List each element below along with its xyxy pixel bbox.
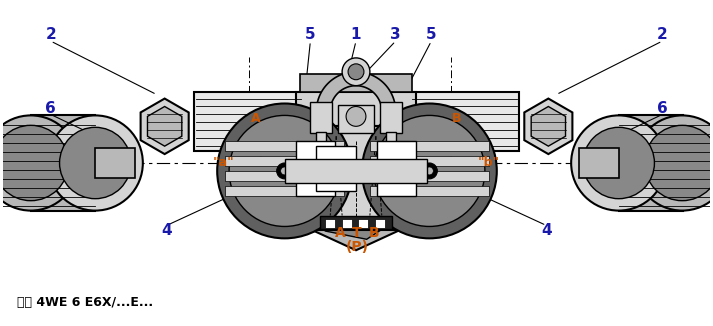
Bar bbox=[338, 106, 374, 133]
Text: 2: 2 bbox=[657, 27, 668, 42]
Text: "a": "a" bbox=[212, 156, 234, 170]
Bar bbox=[370, 186, 489, 196]
Bar bbox=[225, 156, 344, 166]
Bar bbox=[300, 74, 411, 92]
Bar bbox=[386, 132, 396, 148]
Polygon shape bbox=[524, 98, 573, 154]
Bar bbox=[380, 101, 401, 133]
Bar bbox=[310, 101, 332, 133]
Bar bbox=[370, 141, 489, 151]
Circle shape bbox=[48, 115, 143, 211]
Polygon shape bbox=[148, 107, 182, 146]
Bar bbox=[295, 92, 416, 126]
Bar bbox=[31, 115, 96, 211]
Circle shape bbox=[229, 115, 340, 227]
Polygon shape bbox=[298, 103, 418, 239]
Circle shape bbox=[258, 157, 264, 163]
Bar bbox=[317, 146, 356, 191]
Bar bbox=[409, 92, 518, 151]
Bar bbox=[619, 115, 683, 211]
Text: B: B bbox=[451, 112, 461, 125]
Circle shape bbox=[0, 115, 78, 211]
Circle shape bbox=[346, 107, 366, 126]
Circle shape bbox=[645, 125, 713, 201]
Bar bbox=[195, 92, 304, 151]
Polygon shape bbox=[140, 98, 189, 154]
Circle shape bbox=[571, 115, 667, 211]
Circle shape bbox=[376, 86, 388, 97]
Text: 型号 4WE 6 E6X/...E...: 型号 4WE 6 E6X/...E... bbox=[17, 296, 153, 309]
Circle shape bbox=[217, 104, 352, 238]
Circle shape bbox=[635, 115, 713, 211]
Bar bbox=[225, 186, 344, 196]
Text: A: A bbox=[335, 226, 346, 240]
Text: A: A bbox=[251, 112, 261, 125]
Text: 1: 1 bbox=[351, 27, 361, 42]
Bar bbox=[325, 218, 335, 229]
Bar bbox=[317, 132, 327, 148]
Circle shape bbox=[324, 86, 336, 97]
Text: 5: 5 bbox=[426, 27, 436, 42]
Bar bbox=[295, 141, 335, 196]
Circle shape bbox=[583, 127, 655, 199]
Circle shape bbox=[256, 155, 266, 165]
Bar bbox=[370, 156, 489, 166]
Text: B: B bbox=[369, 226, 379, 240]
Polygon shape bbox=[317, 72, 396, 111]
Bar bbox=[377, 141, 416, 196]
Text: 4: 4 bbox=[161, 223, 172, 238]
Bar bbox=[284, 159, 427, 183]
Circle shape bbox=[426, 167, 434, 175]
Text: 5: 5 bbox=[305, 27, 316, 42]
Circle shape bbox=[348, 64, 364, 80]
Circle shape bbox=[374, 115, 485, 227]
Circle shape bbox=[362, 104, 497, 238]
Bar bbox=[579, 148, 619, 178]
Bar bbox=[317, 126, 396, 230]
Bar bbox=[370, 171, 489, 181]
Circle shape bbox=[60, 127, 131, 199]
Bar bbox=[96, 148, 135, 178]
Bar bbox=[358, 218, 368, 229]
Circle shape bbox=[281, 167, 289, 175]
Text: "b": "b" bbox=[478, 156, 500, 170]
Polygon shape bbox=[284, 92, 427, 250]
Circle shape bbox=[277, 163, 292, 179]
Bar bbox=[411, 149, 491, 171]
Text: 6: 6 bbox=[45, 101, 56, 116]
Text: 4: 4 bbox=[541, 223, 552, 238]
Bar bbox=[320, 215, 391, 230]
Text: 2: 2 bbox=[45, 27, 56, 42]
Circle shape bbox=[446, 155, 456, 165]
Bar bbox=[225, 171, 344, 181]
Circle shape bbox=[0, 125, 68, 201]
Text: T: T bbox=[352, 226, 361, 240]
Circle shape bbox=[448, 157, 454, 163]
Text: 6: 6 bbox=[657, 101, 668, 116]
Bar bbox=[342, 218, 352, 229]
Polygon shape bbox=[531, 107, 565, 146]
Circle shape bbox=[421, 163, 437, 179]
Bar bbox=[221, 149, 300, 171]
Bar bbox=[225, 141, 344, 151]
Text: (P): (P) bbox=[346, 240, 369, 254]
Text: 3: 3 bbox=[390, 27, 401, 42]
Circle shape bbox=[342, 58, 370, 86]
Bar bbox=[375, 218, 385, 229]
